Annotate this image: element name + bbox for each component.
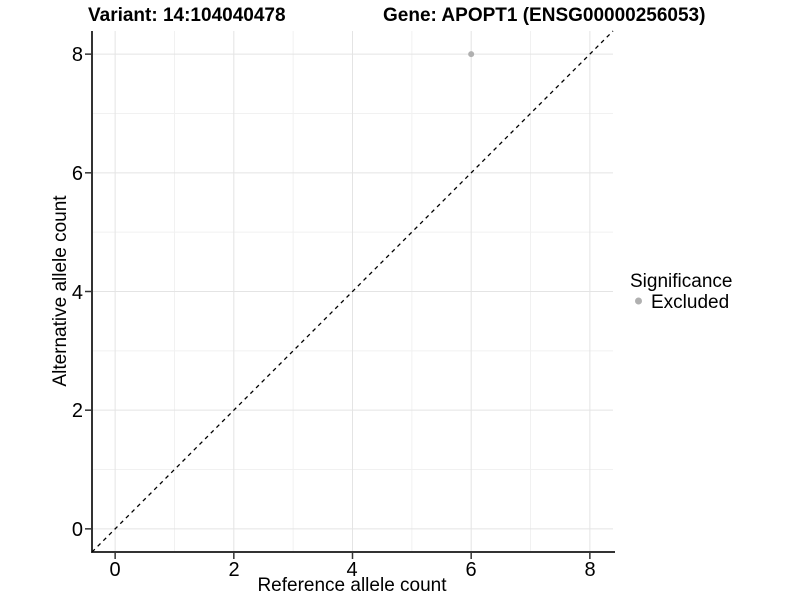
x-tick-label-0: 0: [109, 559, 120, 581]
legend-title: Significance: [630, 271, 732, 292]
y-tick-label-2: 2: [72, 400, 83, 422]
data-point: [468, 51, 475, 58]
y-tick-label-8: 8: [72, 44, 83, 66]
x-tick-label-4: 4: [346, 559, 357, 581]
y-tick-label-4: 4: [72, 282, 83, 304]
legend-item-excluded: Excluded: [651, 292, 729, 313]
y-axis-label: Alternative allele count: [50, 195, 71, 387]
x-axis-label: Reference allele count: [257, 575, 447, 596]
plot-panel: [85, 30, 615, 559]
y-tick-label-0: 0: [72, 519, 83, 541]
plot-title-gene: Gene: APOPT1 (ENSG00000256053): [383, 5, 705, 26]
y-tick-label-6: 6: [72, 163, 83, 185]
legend-marker-excluded-icon: [635, 297, 642, 305]
x-tick-label-2: 2: [228, 559, 239, 581]
x-tick-label-6: 6: [465, 559, 476, 581]
x-tick-label-8: 8: [584, 559, 595, 581]
identity-line: [91, 30, 614, 553]
plot-title-variant: Variant: 14:104040478: [88, 5, 286, 26]
